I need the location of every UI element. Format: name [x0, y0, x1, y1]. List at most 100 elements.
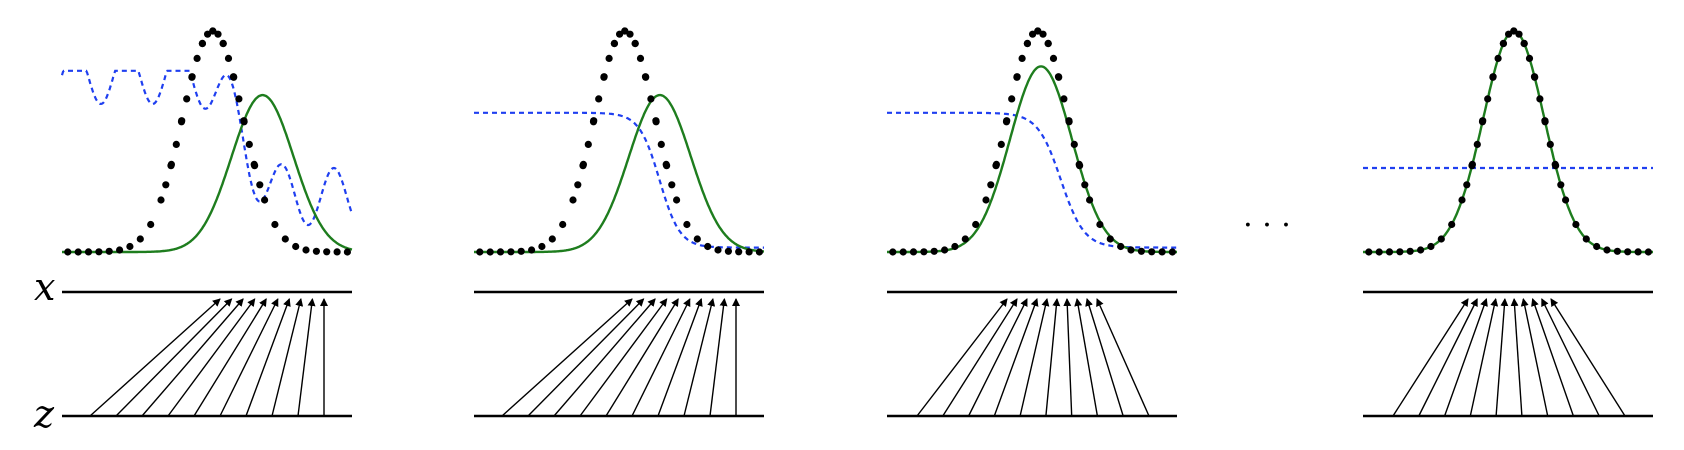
- target-data-point: [1468, 162, 1476, 170]
- target-data-point: [496, 248, 505, 256]
- target-data-point: [126, 242, 134, 251]
- target-data-point: [172, 140, 180, 148]
- target-data-point: [1018, 54, 1026, 63]
- target-data-point: [1396, 248, 1404, 256]
- mapping-arrow: [527, 298, 645, 417]
- target-data-point: [1137, 247, 1145, 255]
- target-data-point: [930, 247, 938, 255]
- target-data-point: [595, 95, 603, 103]
- target-data-point: [209, 27, 217, 35]
- mapping-arrow: [1392, 298, 1469, 417]
- target-data-point: [600, 73, 608, 81]
- target-data-point: [261, 196, 269, 204]
- target-data-point: [724, 247, 733, 255]
- target-data-point: [1634, 248, 1642, 256]
- target-data-point: [1034, 27, 1042, 35]
- mapping-arrow: [1019, 298, 1050, 417]
- target-data-point: [642, 73, 650, 81]
- target-data-point: [1448, 220, 1456, 229]
- target-data-point: [574, 181, 582, 189]
- mapping-arrow: [1541, 298, 1600, 417]
- target-data-point: [1593, 242, 1601, 251]
- target-data-point: [271, 220, 279, 229]
- target-data-point: [1086, 196, 1094, 204]
- mapping-arrow: [1443, 298, 1488, 417]
- ellipsis-label: · · ·: [1243, 208, 1291, 243]
- target-data-point: [1096, 220, 1104, 229]
- target-data-point: [610, 40, 619, 48]
- target-data-point: [1055, 73, 1063, 81]
- target-data-point: [147, 220, 155, 229]
- mapping-arrow: [115, 298, 233, 417]
- target-data-point: [992, 162, 1000, 170]
- target-data-point: [1557, 181, 1565, 189]
- mapping-arrow: [993, 298, 1039, 417]
- model-distribution-curve: [62, 93, 353, 254]
- target-data-point: [1039, 30, 1047, 38]
- target-data-point: [657, 140, 665, 148]
- target-data-point: [1463, 181, 1471, 189]
- target-data-point: [1572, 220, 1580, 229]
- target-data-point: [1437, 235, 1445, 243]
- target-data-point: [1081, 181, 1089, 189]
- target-data-point: [1525, 54, 1534, 63]
- target-data-point: [1029, 30, 1037, 38]
- panel-2: [474, 27, 764, 418]
- mapping-arrow: [1510, 298, 1523, 417]
- target-data-point: [559, 220, 567, 229]
- target-data-point: [647, 95, 655, 103]
- target-data-point: [889, 248, 897, 256]
- target-data-point: [1070, 140, 1078, 148]
- mapping-arrow: [605, 298, 679, 417]
- target-data-point: [105, 247, 113, 255]
- mapping-arrow: [89, 298, 221, 417]
- target-data-point: [1562, 196, 1570, 204]
- target-data-point: [1168, 248, 1176, 256]
- target-data-point: [626, 30, 634, 38]
- target-data-point: [193, 54, 201, 63]
- target-data-point: [84, 248, 93, 256]
- target-data-point: [605, 54, 613, 63]
- mapping-arrow: [1495, 298, 1509, 417]
- target-data-point: [735, 248, 743, 256]
- target-data-point: [162, 181, 170, 189]
- mapping-arrow: [553, 298, 656, 417]
- target-data-point: [745, 248, 753, 256]
- target-data-point: [240, 118, 248, 126]
- target-data-point: [1510, 27, 1518, 35]
- target-data-point: [251, 162, 259, 170]
- target-data-point: [1076, 162, 1084, 170]
- mapping-arrow: [501, 298, 633, 417]
- target-data-point: [1473, 140, 1481, 148]
- target-data-point: [1417, 246, 1425, 254]
- target-data-point: [538, 242, 546, 251]
- target-data-point: [1117, 242, 1125, 251]
- target-data-point: [920, 248, 928, 256]
- target-data-point: [1106, 235, 1114, 243]
- target-data-point: [584, 140, 592, 148]
- target-data-point: [1365, 248, 1373, 256]
- mapping-arrow: [1063, 298, 1073, 417]
- mapping-arrow: [1085, 298, 1124, 417]
- target-data-point: [1531, 73, 1539, 81]
- target-data-point: [714, 246, 722, 254]
- target-data-point: [982, 196, 990, 204]
- model-distribution-curve: [1363, 29, 1653, 254]
- target-data-point: [157, 196, 165, 204]
- mapping-arrow: [579, 298, 668, 417]
- target-data-point: [1515, 30, 1523, 38]
- target-data-point: [987, 181, 995, 189]
- target-data-point: [1060, 95, 1068, 103]
- z-axis-label: z: [33, 392, 55, 436]
- target-data-point: [95, 248, 103, 256]
- target-data-point: [579, 162, 587, 170]
- mapping-arrow: [657, 298, 703, 417]
- target-data-point: [683, 220, 691, 229]
- mapping-arrow: [1096, 298, 1150, 417]
- target-data-point: [1049, 54, 1058, 63]
- mapping-arrow: [631, 298, 691, 417]
- target-data-point: [1044, 40, 1052, 48]
- target-data-point: [1536, 95, 1544, 103]
- target-data-point: [1158, 248, 1166, 256]
- target-data-point: [1484, 95, 1492, 103]
